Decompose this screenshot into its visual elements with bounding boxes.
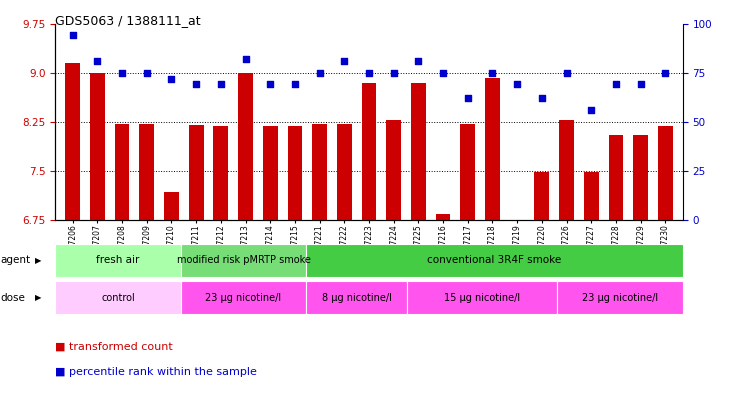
Bar xyxy=(362,83,376,220)
Bar xyxy=(386,120,401,220)
Bar xyxy=(55,244,181,277)
Text: modified risk pMRTP smoke: modified risk pMRTP smoke xyxy=(176,255,311,265)
Text: GDS5063 / 1388111_at: GDS5063 / 1388111_at xyxy=(55,14,201,27)
Bar xyxy=(411,83,426,220)
Bar xyxy=(534,172,549,220)
Bar xyxy=(557,281,683,314)
Text: ▶: ▶ xyxy=(35,256,42,265)
Bar xyxy=(189,125,204,220)
Point xyxy=(561,70,573,76)
Bar xyxy=(510,220,525,225)
Point xyxy=(387,70,399,76)
Bar xyxy=(181,244,306,277)
Text: ■ percentile rank within the sample: ■ percentile rank within the sample xyxy=(55,367,258,377)
Text: 23 μg nicotine/l: 23 μg nicotine/l xyxy=(205,293,282,303)
Bar xyxy=(306,244,683,277)
Point xyxy=(363,70,375,76)
Bar xyxy=(461,124,475,220)
Point xyxy=(314,70,325,76)
Text: conventional 3R4F smoke: conventional 3R4F smoke xyxy=(427,255,562,265)
Point xyxy=(635,81,646,88)
Text: agent: agent xyxy=(1,255,31,265)
Bar xyxy=(658,127,673,220)
Text: 8 μg nicotine/l: 8 μg nicotine/l xyxy=(322,293,391,303)
Point xyxy=(462,95,474,101)
Bar xyxy=(114,124,129,220)
Point xyxy=(66,32,78,39)
Point xyxy=(215,81,227,88)
Text: 15 μg nicotine/l: 15 μg nicotine/l xyxy=(444,293,520,303)
Text: fresh air: fresh air xyxy=(97,255,139,265)
Text: control: control xyxy=(101,293,135,303)
Bar xyxy=(609,135,624,220)
Bar xyxy=(312,124,327,220)
Bar xyxy=(306,281,407,314)
Bar xyxy=(288,127,303,220)
Point xyxy=(141,70,153,76)
Bar xyxy=(55,281,181,314)
Bar xyxy=(65,63,80,220)
Point xyxy=(165,75,177,82)
Text: dose: dose xyxy=(1,293,26,303)
Point xyxy=(190,81,202,88)
Bar xyxy=(485,78,500,220)
Point xyxy=(116,70,128,76)
Bar xyxy=(213,127,228,220)
Bar xyxy=(90,73,105,220)
Point xyxy=(413,58,424,64)
Text: ▶: ▶ xyxy=(35,293,42,302)
Point xyxy=(240,56,252,62)
Bar xyxy=(181,281,306,314)
Point xyxy=(486,70,498,76)
Bar xyxy=(238,73,253,220)
Point xyxy=(660,70,672,76)
Point xyxy=(92,58,103,64)
Bar xyxy=(263,127,277,220)
Point xyxy=(511,81,523,88)
Text: 23 μg nicotine/l: 23 μg nicotine/l xyxy=(582,293,658,303)
Point xyxy=(536,95,548,101)
Text: ■ transformed count: ■ transformed count xyxy=(55,342,173,352)
Bar xyxy=(337,124,352,220)
Point xyxy=(339,58,351,64)
Point xyxy=(289,81,301,88)
Point xyxy=(437,70,449,76)
Bar xyxy=(584,172,599,220)
Bar xyxy=(559,120,574,220)
Point xyxy=(610,81,622,88)
Bar xyxy=(407,281,557,314)
Point xyxy=(585,107,597,113)
Bar xyxy=(164,192,179,220)
Bar xyxy=(633,135,648,220)
Point xyxy=(264,81,276,88)
Bar xyxy=(435,213,450,220)
Bar xyxy=(139,124,154,220)
